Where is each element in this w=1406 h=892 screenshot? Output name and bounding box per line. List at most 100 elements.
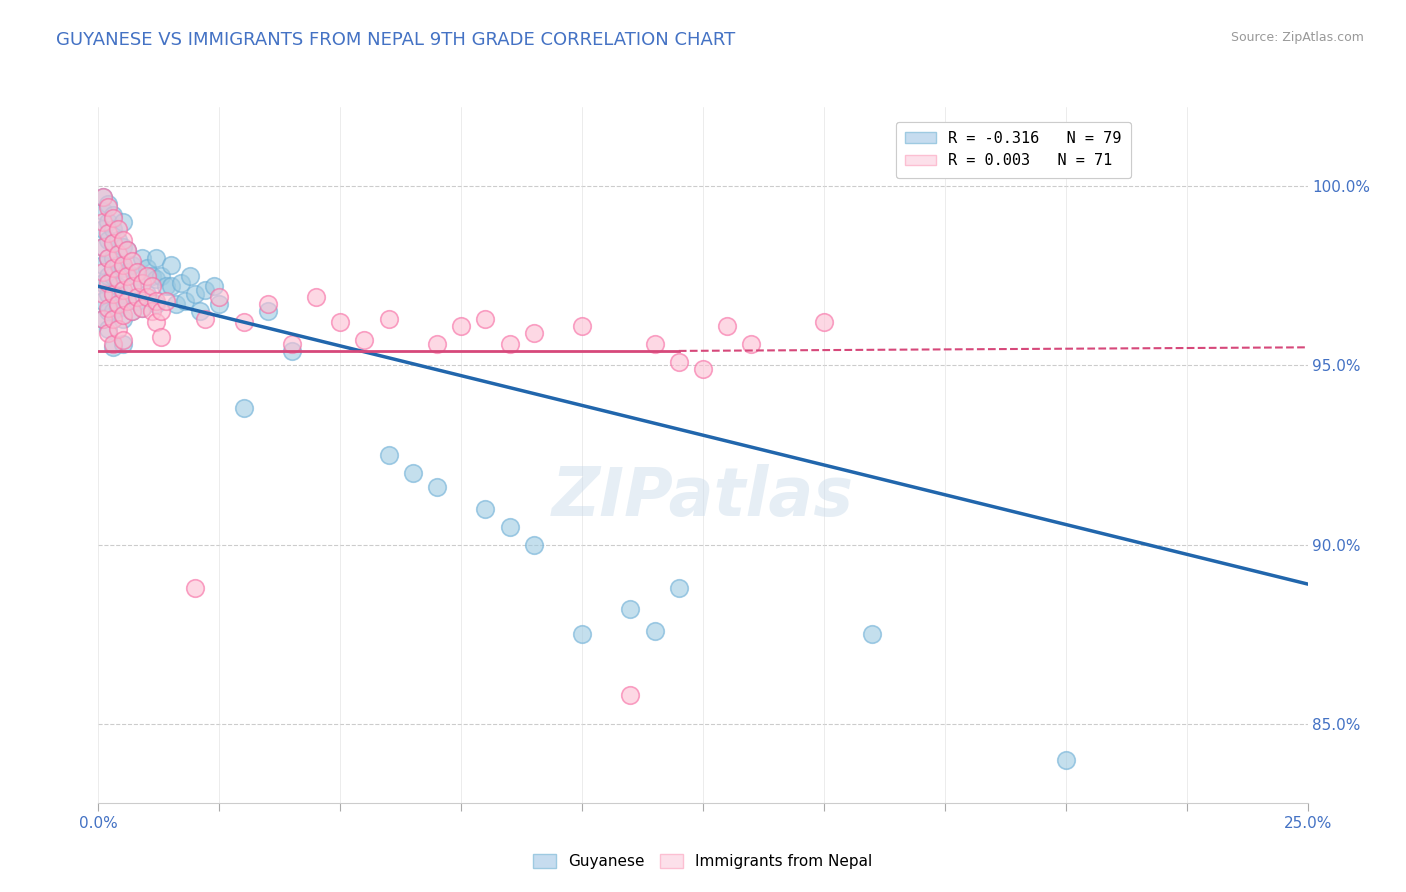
Point bbox=[107, 279, 129, 293]
Point bbox=[141, 304, 163, 318]
Point bbox=[91, 190, 114, 204]
Point bbox=[97, 201, 120, 215]
Point bbox=[107, 258, 129, 272]
Point bbox=[145, 272, 167, 286]
Point bbox=[91, 258, 114, 272]
Point bbox=[474, 501, 496, 516]
Point bbox=[305, 290, 328, 304]
Point bbox=[141, 268, 163, 283]
Text: Source: ZipAtlas.com: Source: ZipAtlas.com bbox=[1230, 31, 1364, 45]
Point bbox=[668, 581, 690, 595]
Point bbox=[101, 286, 124, 301]
Point bbox=[111, 233, 134, 247]
Point bbox=[97, 226, 120, 240]
Point bbox=[111, 308, 134, 322]
Point bbox=[145, 315, 167, 329]
Point bbox=[91, 240, 114, 254]
Point bbox=[121, 279, 143, 293]
Point bbox=[107, 272, 129, 286]
Point bbox=[644, 336, 666, 351]
Point bbox=[155, 279, 177, 293]
Point bbox=[523, 326, 546, 340]
Point bbox=[121, 254, 143, 268]
Point bbox=[117, 244, 139, 258]
Point bbox=[111, 215, 134, 229]
Point bbox=[117, 244, 139, 258]
Point bbox=[145, 297, 167, 311]
Point bbox=[97, 268, 120, 283]
Point bbox=[101, 304, 124, 318]
Point bbox=[165, 297, 187, 311]
Point bbox=[426, 480, 449, 494]
Point bbox=[256, 304, 278, 318]
Point bbox=[91, 293, 114, 308]
Point bbox=[101, 311, 124, 326]
Point bbox=[188, 304, 211, 318]
Point bbox=[101, 222, 124, 236]
Point bbox=[740, 336, 762, 351]
Point bbox=[97, 233, 120, 247]
Point bbox=[281, 343, 304, 358]
Point bbox=[131, 276, 153, 290]
Point bbox=[127, 268, 149, 283]
Point bbox=[127, 290, 149, 304]
Point bbox=[131, 276, 153, 290]
Point bbox=[91, 215, 114, 229]
Point bbox=[150, 329, 173, 343]
Point bbox=[91, 286, 114, 301]
Point bbox=[131, 301, 153, 315]
Point bbox=[131, 251, 153, 265]
Point bbox=[97, 304, 120, 318]
Point bbox=[111, 336, 134, 351]
Point bbox=[97, 322, 120, 336]
Point bbox=[121, 279, 143, 293]
Point bbox=[377, 448, 399, 462]
Point bbox=[97, 197, 120, 211]
Point bbox=[111, 283, 134, 297]
Point bbox=[135, 268, 157, 283]
Point bbox=[111, 286, 134, 301]
Point bbox=[145, 293, 167, 308]
Point bbox=[107, 233, 129, 247]
Point bbox=[111, 261, 134, 276]
Point bbox=[101, 208, 124, 222]
Point bbox=[150, 268, 173, 283]
Point bbox=[498, 336, 520, 351]
Point bbox=[716, 318, 738, 333]
Point bbox=[101, 236, 124, 251]
Point bbox=[117, 293, 139, 308]
Point bbox=[111, 311, 134, 326]
Legend: R = -0.316   N = 79, R = 0.003   N = 71: R = -0.316 N = 79, R = 0.003 N = 71 bbox=[896, 121, 1130, 178]
Point bbox=[121, 304, 143, 318]
Point bbox=[174, 293, 197, 308]
Point bbox=[101, 340, 124, 354]
Point bbox=[208, 297, 231, 311]
Point bbox=[91, 311, 114, 326]
Point bbox=[169, 276, 191, 290]
Point bbox=[184, 581, 207, 595]
Point bbox=[97, 301, 120, 315]
Point bbox=[155, 293, 177, 308]
Point bbox=[668, 354, 690, 368]
Point bbox=[97, 326, 120, 340]
Point bbox=[402, 466, 425, 480]
Point bbox=[101, 268, 124, 283]
Point bbox=[619, 688, 641, 702]
Point bbox=[91, 222, 114, 236]
Point bbox=[117, 268, 139, 283]
Point bbox=[101, 336, 124, 351]
Point bbox=[107, 301, 129, 315]
Point bbox=[97, 251, 120, 265]
Point bbox=[97, 286, 120, 301]
Point bbox=[107, 322, 129, 336]
Point bbox=[107, 297, 129, 311]
Point bbox=[523, 538, 546, 552]
Point bbox=[101, 251, 124, 265]
Point bbox=[91, 240, 114, 254]
Point bbox=[91, 190, 114, 204]
Point bbox=[141, 279, 163, 293]
Point bbox=[131, 301, 153, 315]
Point bbox=[127, 293, 149, 308]
Point bbox=[101, 261, 124, 276]
Point bbox=[117, 265, 139, 279]
